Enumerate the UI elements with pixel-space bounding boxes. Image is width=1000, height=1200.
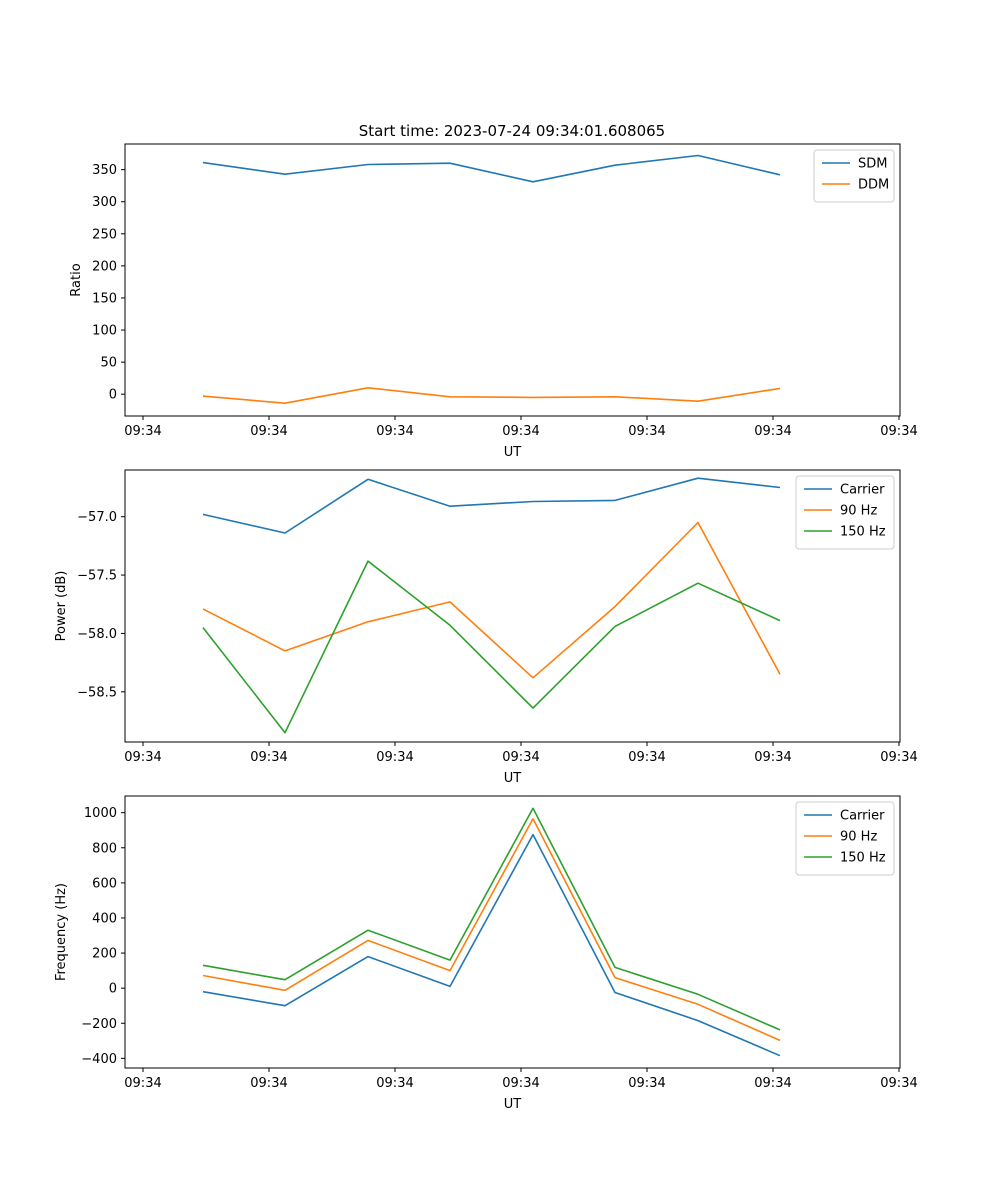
series-line-carrier bbox=[202, 477, 781, 534]
y-tick-label: 350 bbox=[92, 163, 117, 178]
x-tick-label: 09:34 bbox=[628, 1076, 665, 1091]
y-tick-label: 50 bbox=[100, 356, 117, 371]
x-tick-label: 09:34 bbox=[250, 750, 287, 765]
series-line-90-hz bbox=[202, 817, 781, 1042]
y-tick-label: −400 bbox=[81, 1052, 117, 1067]
y-tick-label: 1000 bbox=[84, 806, 117, 821]
x-tick-label: 09:34 bbox=[754, 750, 791, 765]
y-tick-label: 400 bbox=[92, 911, 117, 926]
y-tick-label: 600 bbox=[92, 876, 117, 891]
y-tick-label: 250 bbox=[92, 227, 117, 242]
x-tick-label: 09:34 bbox=[754, 1076, 791, 1091]
legend-label: 90 Hz bbox=[840, 504, 877, 519]
y-tick-label: −57.5 bbox=[77, 569, 117, 584]
x-axis-label: UT bbox=[504, 1097, 522, 1112]
panels: 09:34 09:34 09:34 09:34 09:34 09:34 09:34 0 50 10… bbox=[54, 143, 918, 1112]
legend: Carrier 90 Hz 150 Hz bbox=[795, 801, 895, 876]
x-tick-label: 09:34 bbox=[880, 1076, 917, 1091]
axes-frame bbox=[124, 143, 901, 417]
axes-frame bbox=[124, 469, 901, 743]
legend-label: DDM bbox=[858, 178, 889, 193]
series-line-sdm bbox=[202, 154, 781, 183]
y-axis-label: Ratio bbox=[69, 263, 84, 296]
y-tick-label: 0 bbox=[109, 982, 117, 997]
y-axis-label: Power (dB) bbox=[54, 571, 69, 642]
x-tick-label: 09:34 bbox=[376, 750, 413, 765]
x-tick-label: 09:34 bbox=[502, 424, 539, 439]
x-tick-label: 09:34 bbox=[124, 424, 161, 439]
x-tick-label: 09:34 bbox=[628, 424, 665, 439]
legend: SDM DDM bbox=[813, 149, 895, 203]
x-tick-label: 09:34 bbox=[124, 1076, 161, 1091]
y-tick-label: 200 bbox=[92, 947, 117, 962]
x-tick-label: 09:34 bbox=[880, 750, 917, 765]
x-tick-label: 09:34 bbox=[628, 750, 665, 765]
series-line-carrier bbox=[202, 833, 781, 1057]
y-tick-label: 200 bbox=[92, 259, 117, 274]
series-line-150-hz bbox=[202, 807, 781, 1031]
x-tick-label: 09:34 bbox=[502, 750, 539, 765]
y-tick-label: −58.5 bbox=[77, 685, 117, 700]
x-tick-label: 09:34 bbox=[754, 424, 791, 439]
y-tick-label: 100 bbox=[92, 324, 117, 339]
series-line-ddm bbox=[202, 386, 781, 405]
x-tick-label: 09:34 bbox=[250, 1076, 287, 1091]
y-tick-label: −57.0 bbox=[77, 510, 117, 525]
x-tick-label: 09:34 bbox=[880, 424, 917, 439]
axes-frame bbox=[124, 795, 901, 1069]
legend-label: 90 Hz bbox=[840, 830, 877, 845]
y-tick-label: 0 bbox=[109, 388, 117, 403]
series-line-90-hz bbox=[202, 521, 781, 679]
x-axis-label: UT bbox=[504, 445, 522, 460]
legend: Carrier 90 Hz 150 Hz bbox=[795, 475, 895, 550]
legend-label: 150 Hz bbox=[840, 525, 886, 540]
y-tick-label: 800 bbox=[92, 841, 117, 856]
x-tick-label: 09:34 bbox=[502, 1076, 539, 1091]
legend-label: 150 Hz bbox=[840, 851, 886, 866]
figure-title: Start time: 2023-07-24 09:34:01.608065 bbox=[359, 122, 665, 140]
x-tick-label: 09:34 bbox=[250, 424, 287, 439]
legend-label: SDM bbox=[858, 157, 887, 172]
series-line-150-hz bbox=[202, 560, 781, 734]
chart-panel-3: 09:34 09:34 09:34 09:34 09:34 09:34 09:34 −400 −… bbox=[54, 795, 918, 1112]
legend-label: Carrier bbox=[840, 809, 885, 824]
legend-label: Carrier bbox=[840, 483, 885, 498]
x-axis-label: UT bbox=[504, 771, 522, 786]
y-tick-label: 150 bbox=[92, 291, 117, 306]
y-axis-label: Frequency (Hz) bbox=[54, 883, 69, 981]
chart-panel-1: 09:34 09:34 09:34 09:34 09:34 09:34 09:34 0 50 10… bbox=[69, 143, 918, 460]
y-tick-label: 300 bbox=[92, 195, 117, 210]
x-tick-label: 09:34 bbox=[376, 424, 413, 439]
y-tick-label: −200 bbox=[81, 1017, 117, 1032]
chart-panel-2: 09:34 09:34 09:34 09:34 09:34 09:34 09:34 −58.5… bbox=[54, 469, 918, 786]
y-tick-label: −58.0 bbox=[77, 627, 117, 642]
x-tick-label: 09:34 bbox=[124, 750, 161, 765]
x-tick-label: 09:34 bbox=[376, 1076, 413, 1091]
